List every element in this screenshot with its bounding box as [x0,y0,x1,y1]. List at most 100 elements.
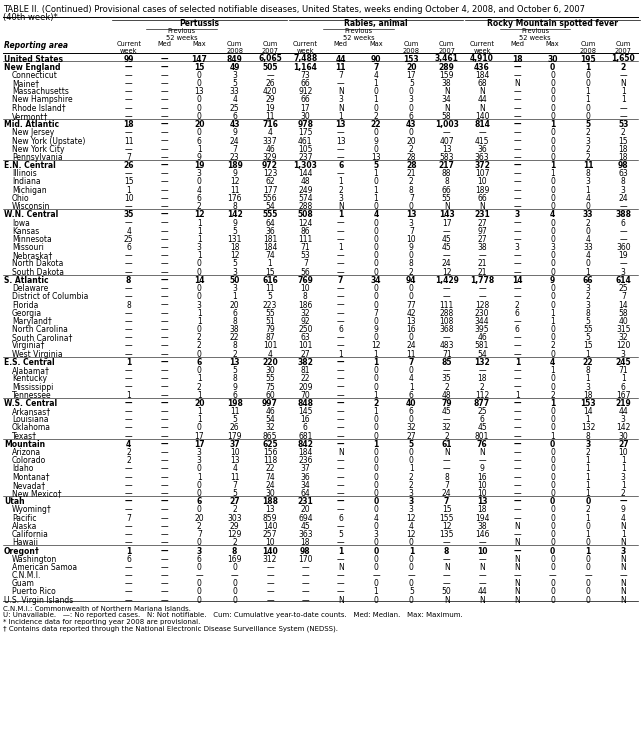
Text: —: — [513,440,521,449]
Text: 2: 2 [197,342,202,350]
Text: 0: 0 [550,284,555,293]
Text: 0: 0 [550,301,555,310]
Text: —: — [160,563,168,572]
Text: 0: 0 [586,538,590,548]
Text: 15: 15 [265,268,275,276]
Text: —: — [160,317,168,326]
Text: 58: 58 [619,309,628,318]
Text: 3: 3 [197,456,202,465]
Text: 0: 0 [550,251,555,260]
Text: 21: 21 [478,259,487,268]
Text: 2: 2 [409,268,413,276]
Text: 2: 2 [515,301,520,310]
Text: 315: 315 [616,325,631,334]
Text: N: N [515,79,520,88]
Text: 6: 6 [232,112,237,121]
Text: 24: 24 [619,194,628,203]
Text: —: — [160,268,168,276]
Text: 51: 51 [265,317,275,326]
Text: —: — [337,432,344,441]
Text: 3: 3 [409,489,414,498]
Text: Maine†: Maine† [12,79,39,88]
Text: 6: 6 [338,514,343,522]
Text: 0: 0 [374,522,378,531]
Text: 14: 14 [194,276,204,285]
Text: —: — [619,259,627,268]
Text: —: — [443,292,451,302]
Text: —: — [337,144,344,153]
Text: Oregon†: Oregon† [4,547,40,556]
Text: 10: 10 [406,235,416,244]
Text: —: — [160,227,168,236]
Text: 24: 24 [230,136,240,145]
Text: 56: 56 [301,268,310,276]
Text: 0: 0 [197,481,202,490]
Text: 170: 170 [298,555,313,564]
Text: —: — [301,588,309,597]
Text: 12: 12 [442,268,451,276]
Text: —: — [443,366,451,375]
Text: 4: 4 [409,522,414,531]
Text: —: — [513,136,521,145]
Text: 1: 1 [621,374,626,383]
Text: N: N [479,563,485,572]
Text: 17: 17 [194,440,204,449]
Text: 181: 181 [263,235,277,244]
Text: —: — [513,194,521,203]
Text: —: — [619,227,627,236]
Text: Ohio: Ohio [12,194,29,203]
Text: 146: 146 [475,530,489,539]
Text: —: — [443,333,451,342]
Text: 0: 0 [374,317,378,326]
Text: 0: 0 [409,333,414,342]
Text: 19: 19 [265,104,275,113]
Text: —: — [337,301,344,310]
Text: 20: 20 [301,505,310,514]
Text: N: N [515,538,520,548]
Text: 614: 614 [615,276,631,285]
Text: Rocky Mountain spotted fever: Rocky Mountain spotted fever [487,19,618,28]
Text: —: — [266,71,274,80]
Text: 18: 18 [478,374,487,383]
Text: —: — [337,489,344,498]
Text: 8: 8 [586,309,590,318]
Text: —: — [337,391,344,399]
Text: —: — [160,104,168,113]
Text: 107: 107 [475,169,489,179]
Text: 0: 0 [550,596,555,605]
Text: 94: 94 [406,276,417,285]
Text: 7,488: 7,488 [293,55,317,64]
Text: 35: 35 [124,210,134,219]
Text: 3: 3 [620,547,626,556]
Text: 73: 73 [301,71,310,80]
Text: 0: 0 [197,178,202,187]
Text: Illinois: Illinois [12,169,37,179]
Text: Alabama†: Alabama† [12,366,50,375]
Text: 90: 90 [370,55,381,64]
Text: 1: 1 [621,456,626,465]
Text: —: — [337,333,344,342]
Text: 1: 1 [586,374,590,383]
Text: 167: 167 [616,391,631,399]
Text: Nevada†: Nevada† [12,481,45,490]
Text: 4: 4 [374,514,378,522]
Text: California: California [12,530,49,539]
Text: Current
week: Current week [116,41,141,54]
Text: 0: 0 [550,325,555,334]
Text: 289: 289 [438,63,454,72]
Text: 11: 11 [265,284,275,293]
Text: —: — [160,530,168,539]
Text: —: — [301,579,309,588]
Text: —: — [513,366,521,375]
Text: 3: 3 [586,301,590,310]
Text: 694: 694 [298,514,313,522]
Text: 5: 5 [267,292,272,302]
Text: 40: 40 [619,317,628,326]
Text: 25: 25 [619,284,628,293]
Text: 1,003: 1,003 [435,120,458,129]
Text: 29: 29 [265,96,275,104]
Text: 36: 36 [301,473,310,482]
Text: —: — [160,186,168,195]
Text: 231: 231 [474,210,490,219]
Text: —: — [513,227,521,236]
